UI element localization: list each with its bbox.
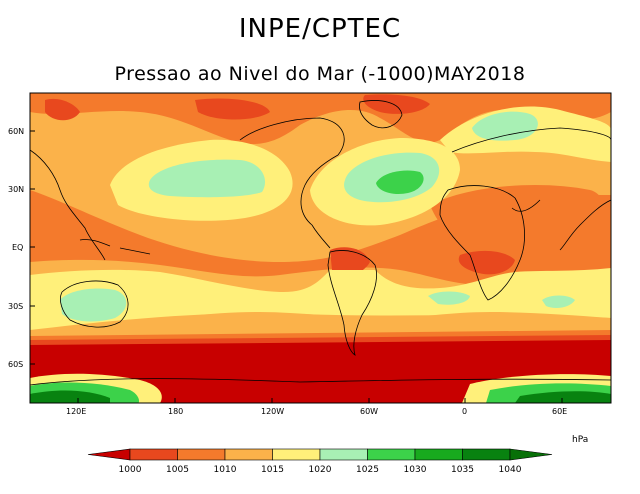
colorbar-segment	[319, 448, 368, 461]
lon-tick-120e: 120E	[66, 407, 86, 416]
lat-tick-60s: 60S	[8, 360, 23, 369]
lat-axis: 60N 30N EQ 30S 60S	[8, 127, 35, 369]
europe-high	[472, 111, 538, 141]
page-title: INPE/CPTEC	[238, 14, 402, 44]
coast-eurasia	[451, 127, 611, 251]
coast-antarctica	[30, 378, 611, 386]
north-low-region	[30, 93, 611, 145]
colorbar-segment	[224, 448, 273, 461]
colorbar-level-label: 1030	[404, 465, 427, 475]
colorbar-segment	[462, 448, 511, 461]
colorbar-segment	[414, 448, 463, 461]
north-deep-low-3	[195, 98, 270, 120]
north-deep-low-1	[45, 98, 80, 121]
coast-south-america	[327, 250, 377, 356]
colorbar-level-label: 1020	[309, 465, 332, 475]
colorbar-level-label: 1005	[166, 465, 189, 475]
colorbar-level-label: 1040	[499, 465, 522, 475]
south-indian-high-2	[542, 295, 575, 308]
antarctic-high-east-core	[515, 391, 611, 403]
south-atlantic-high	[428, 291, 470, 305]
npac-high	[148, 159, 266, 198]
coast-east-asia	[30, 149, 106, 261]
colorbar-segment	[272, 448, 321, 461]
colorbar-unit: hPa	[572, 435, 588, 445]
colorbar-level-label: 1025	[356, 465, 379, 475]
colorbar-level-label: 1035	[451, 465, 474, 475]
contour-fields	[30, 93, 611, 403]
coast-australia	[60, 280, 129, 328]
colorbar: 1000 1005 1010 1015 1020 1025 1030 1035 1040	[87, 448, 553, 475]
colorbar-level-label: 1010	[214, 465, 237, 475]
north-deep-low-2	[363, 94, 430, 114]
lat-tick-30n: 30N	[8, 185, 24, 194]
antarctic-low-belt	[30, 340, 611, 403]
colorbar-segment	[129, 448, 178, 461]
coast-north-america	[239, 117, 345, 249]
coastlines	[30, 100, 611, 386]
lon-axis: 120E 180 120W 60W 0 60E	[66, 398, 567, 416]
colorbar-level-label: 1015	[261, 465, 284, 475]
lon-tick-180: 180	[168, 407, 183, 416]
lat-tick-60n: 60N	[8, 127, 24, 136]
south-indian-high	[60, 288, 127, 322]
colorbar-high-arrow	[509, 448, 553, 461]
map-frame	[29, 92, 612, 404]
atlantic-core	[376, 170, 424, 194]
colorbar-segment	[367, 448, 416, 461]
lat-tick-eq: EQ	[12, 243, 23, 252]
colorbar-segment	[177, 448, 226, 461]
antarctic-high-west-core	[30, 390, 110, 403]
lon-tick-0: 0	[462, 407, 467, 416]
lon-tick-120w: 120W	[261, 407, 284, 416]
coast-maritime-continent	[79, 239, 151, 255]
colorbar-level-label: 1000	[119, 465, 142, 475]
coast-africa	[439, 185, 525, 301]
map-subtitle: Pressao ao Nivel do Mar (-1000)MAY2018	[114, 63, 526, 85]
africa-low	[458, 250, 515, 275]
lon-tick-60w: 60W	[360, 407, 378, 416]
lon-tick-60e: 60E	[552, 407, 567, 416]
lat-tick-30s: 30S	[8, 302, 23, 311]
colorbar-low-arrow	[87, 448, 131, 461]
coast-greenland	[359, 100, 403, 129]
asia-low	[430, 185, 608, 247]
